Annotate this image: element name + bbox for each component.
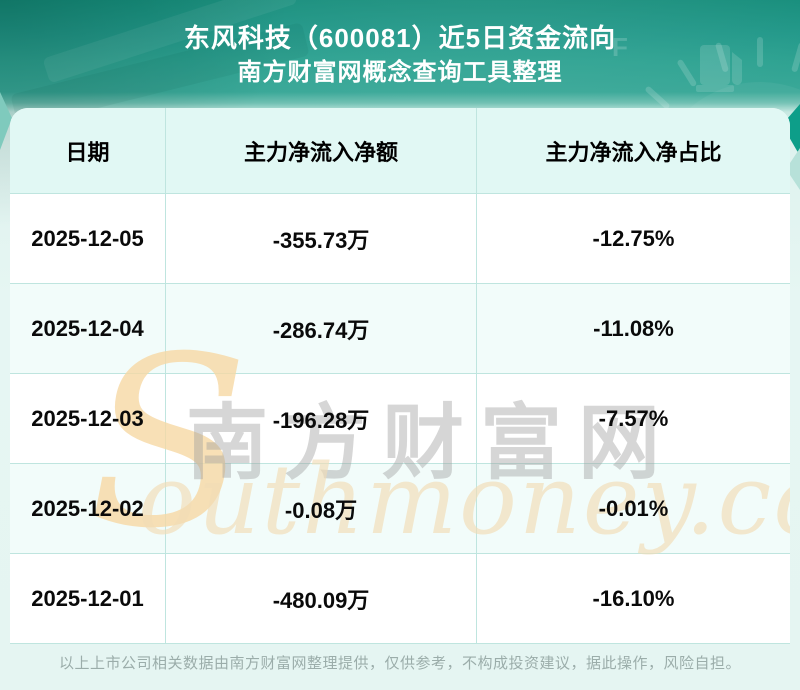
net-inflow-ratio-cell: -11.08% [477,284,790,373]
date-cell: 2025-12-03 [10,374,166,463]
table-row: 2025-12-03 -196.28万 -7.57% [10,374,790,464]
table-row: 2025-12-01 -480.09万 -16.10% [10,554,790,644]
page-header: 东风科技（600081）近5日资金流向 南方财富网概念查询工具整理 [0,0,800,88]
footer-disclaimer: 以上上市公司相关数据由南方财富网整理提供，仅供参考，不构成投资建议，据此操作，风… [58,655,741,672]
date-cell: 2025-12-01 [10,554,166,643]
table-header-row: 日期 主力净流入净额 主力净流入净占比 [10,108,790,194]
column-header-net-inflow-ratio: 主力净流入净占比 [477,108,790,193]
column-header-date: 日期 [10,108,166,193]
net-inflow-ratio-cell: -7.57% [477,374,790,463]
date-cell: 2025-12-05 [10,194,166,283]
net-inflow-cell: -196.28万 [166,374,477,463]
net-inflow-cell: -286.74万 [166,284,477,373]
column-header-net-inflow: 主力净流入净额 [166,108,477,193]
date-cell: 2025-12-04 [10,284,166,373]
page-title: 东风科技（600081）近5日资金流向 [183,23,617,53]
table-row: 2025-12-02 -0.08万 -0.01% [10,464,790,554]
page-subtitle: 南方财富网概念查询工具整理 [237,59,563,86]
net-inflow-cell: -0.08万 [166,464,477,553]
date-cell: 2025-12-02 [10,464,166,553]
net-inflow-cell: -355.73万 [166,194,477,283]
table-row: 2025-12-05 -355.73万 -12.75% [10,194,790,284]
net-inflow-ratio-cell: -16.10% [477,554,790,643]
fund-flow-table: S 南方财富网 outhmoney.com 日期 主力净流入净额 主力净流入净占… [10,108,790,644]
table-row: 2025-12-04 -286.74万 -11.08% [10,284,790,374]
net-inflow-cell: -480.09万 [166,554,477,643]
net-inflow-ratio-cell: -0.01% [477,464,790,553]
net-inflow-ratio-cell: -12.75% [477,194,790,283]
